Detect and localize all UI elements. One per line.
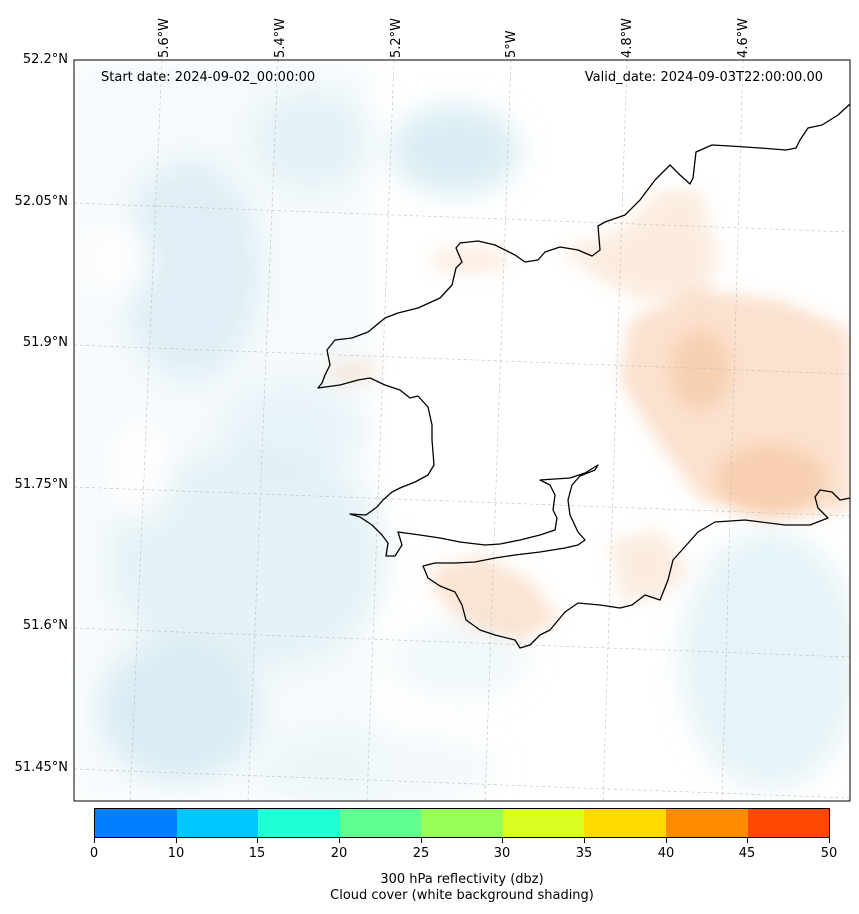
latitude-label: 51.45°N (14, 760, 68, 775)
cloud-cover-shading (74, 60, 850, 801)
longitude-label: 5.6°W (157, 17, 172, 58)
colorbar-title: 300 hPa reflectivity (dbz) (380, 872, 544, 887)
colorbar-segment (665, 809, 748, 837)
longitude-label: 5.2°W (389, 17, 404, 58)
colorbar-segment (258, 809, 340, 837)
colorbar-segment (421, 809, 503, 837)
latitude-label: 52.2°N (22, 52, 68, 67)
latitude-label: 51.9°N (22, 335, 68, 350)
colorbar-tick (176, 838, 177, 843)
colorbar-tick-label: 0 (89, 846, 99, 861)
start-date-text: Start date: 2024-09-02_00:00:00 (101, 70, 316, 85)
reflectivity-shading (330, 190, 850, 640)
colorbar-segment (502, 809, 585, 837)
reflectivity-colorbar (94, 808, 830, 838)
colorbar-tick (584, 838, 585, 843)
colorbar-tick (666, 838, 667, 843)
colorbar-tick-label: 40 (657, 846, 675, 861)
valid-date-text: Valid_date: 2024-09-03T22:00:00.00 (584, 70, 823, 85)
longitude-label: 4.6°W (736, 17, 751, 58)
colorbar-tick-label: 35 (575, 846, 593, 861)
latitude-label: 52.05°N (14, 194, 68, 209)
colorbar-tick (339, 838, 340, 843)
colorbar-tick-label: 30 (493, 846, 511, 861)
colorbar-segment (339, 809, 422, 837)
colorbar-tick (421, 838, 422, 843)
lat-lon-gridlines (74, 60, 850, 801)
colorbar-tick-label: 50 (820, 846, 838, 861)
colorbar-subtitle: Cloud cover (white background shading) (330, 888, 594, 903)
colorbar-tick (829, 838, 830, 843)
colorbar-segment (176, 809, 259, 837)
colorbar-segment (747, 809, 830, 837)
longitude-label: 4.8°W (620, 17, 635, 58)
colorbar-tick-label: 20 (330, 846, 348, 861)
colorbar-tick-label: 10 (167, 846, 185, 861)
longitude-label: 5.4°W (273, 17, 288, 58)
coastline (317, 103, 850, 649)
longitude-label: 5°W (504, 30, 519, 58)
map-area (74, 60, 850, 801)
colorbar-tick (257, 838, 258, 843)
colorbar-tick (502, 838, 503, 843)
colorbar-tick-label: 45 (738, 846, 756, 861)
latitude-label: 51.75°N (14, 477, 68, 492)
colorbar-tick (94, 838, 95, 843)
latitude-label: 51.6°N (22, 618, 68, 633)
colorbar-tick (747, 838, 748, 843)
colorbar-tick-label: 15 (248, 846, 266, 861)
colorbar-segment (584, 809, 666, 837)
colorbar-segment (95, 809, 177, 837)
map-frame (73, 59, 851, 802)
colorbar-tick-label: 25 (412, 846, 430, 861)
